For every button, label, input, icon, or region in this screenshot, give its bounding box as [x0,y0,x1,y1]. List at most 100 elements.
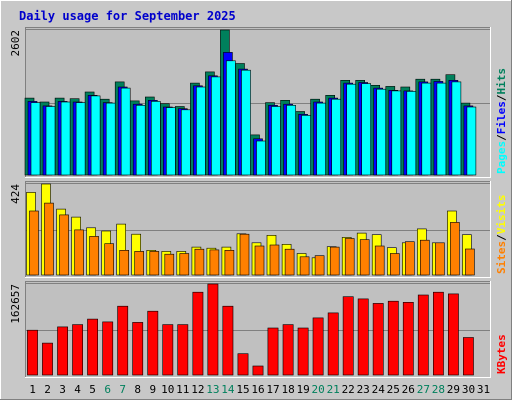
x-tick-day-16: 16 [251,383,264,396]
bar-pages-day-9 [151,101,161,176]
panel-kbytes-legend-text: KBytes [495,334,508,374]
panel-requests-ymax-label: 2602 [9,30,22,57]
bar-sites-day-3 [59,214,69,276]
bar-sites-day-18 [284,248,295,276]
bar-sites-day-30 [465,248,475,276]
panel-requests-legend-text: Pages/Files/Hits [495,68,508,174]
bar-pages-day-23 [361,83,372,176]
bar-pages-day-1 [30,102,41,176]
bar-pages-day-10 [166,107,176,176]
bar-pages-day-24 [376,88,387,176]
x-tick-day-30: 30 [462,383,475,396]
panel-visitors-ymax-label: 424 [9,184,22,204]
bar-kbytes-day-29 [447,293,459,376]
bar-pages-day-28 [436,82,447,176]
bar-kbytes-day-4 [72,324,83,376]
bar-kbytes-day-9 [147,310,159,376]
bar-kbytes-day-23 [357,298,369,376]
x-tick-day-6: 6 [104,383,111,396]
panel-kbytes-legend: KBytes [495,334,508,374]
panel-kbytes: 162657 KBytes [9,281,508,378]
chart-panels: 2602 Pages/Files/Hits 424 Sites/Visits 16265… [9,27,508,378]
bar-kbytes-day-7 [117,305,129,376]
x-axis-day-labels: 1 2 3 4 5 6 7 8 9 10 11 12 13 14 15 16 17 18 19 20 21 22 23 24 2… [29,383,490,396]
x-tick-day-17: 17 [266,383,279,396]
bar-kbytes-day-15 [237,353,249,376]
legend-hits: Hits [495,68,508,95]
x-tick-day-9: 9 [149,383,156,396]
bar-kbytes-day-28 [432,291,444,376]
bar-sites-day-4 [74,229,84,276]
bar-sites-day-11 [179,253,190,276]
bar-kbytes-day-25 [387,300,399,376]
x-tick-day-29: 29 [447,383,460,396]
x-tick-day-20: 20 [311,383,324,396]
bar-sites-day-26 [404,241,415,276]
legend-separator: / [495,234,508,241]
bar-kbytes-day-26 [402,301,414,376]
legend-separator: / [495,134,508,141]
bar-kbytes-day-14 [222,305,234,376]
bar-kbytes-day-22 [342,296,354,376]
bar-pages-day-3 [60,101,71,176]
bar-pages-day-16 [256,140,266,176]
bar-sites-day-27 [419,239,430,276]
x-tick-day-3: 3 [59,383,66,396]
bar-kbytes-day-30 [462,337,474,376]
bar-sites-day-17 [269,244,280,276]
x-tick-day-10: 10 [161,383,174,396]
x-tick-day-1: 1 [29,383,36,396]
legend-separator: / [495,94,508,101]
bar-sites-day-1 [29,210,39,276]
legend-visits: Visits [495,195,508,235]
bar-sites-day-22 [344,238,355,276]
bar-kbytes-day-11 [177,324,189,376]
bar-kbytes-day-18 [282,324,294,376]
chart-title: Daily usage for September 2025 [19,9,236,23]
bar-sites-day-9 [149,251,160,276]
bar-pages-day-6 [105,102,116,176]
bar-sites-day-13 [209,249,220,276]
x-tick-day-4: 4 [74,383,81,396]
x-tick-day-12: 12 [191,383,204,396]
panel-visitors-legend-text: Sites/Visits [495,195,508,275]
panel-visitors-bars [26,183,475,276]
x-tick-day-21: 21 [327,383,340,396]
x-tick-day-15: 15 [236,383,249,396]
x-tick-day-22: 22 [342,383,355,396]
bar-sites-day-14 [224,250,235,276]
panel-requests: 2602 Pages/Files/Hits [9,27,508,178]
x-tick-day-18: 18 [281,383,294,396]
bar-pages-day-11 [181,109,191,176]
bar-sites-day-7 [119,250,129,276]
legend-kbytes: KBytes [495,334,508,374]
bar-pages-day-30 [466,106,477,176]
bar-sites-day-6 [104,243,114,276]
legend-pages: Pages [495,141,508,174]
bar-sites-day-12 [194,248,205,276]
x-tick-day-26: 26 [402,383,415,396]
panel-requests-legend: Pages/Files/Hits [495,68,508,174]
bar-pages-day-5 [90,95,101,176]
bar-sites-day-28 [435,242,445,276]
bar-kbytes-day-19 [297,327,309,376]
bar-pages-day-7 [120,87,131,176]
bar-kbytes-day-1 [27,329,38,376]
x-tick-day-28: 28 [432,383,445,396]
bar-sites-day-21 [329,246,340,276]
x-tick-day-24: 24 [372,383,386,396]
bar-pages-day-27 [421,82,432,176]
bar-pages-day-20 [316,102,326,176]
x-tick-day-23: 23 [357,383,370,396]
panel-kbytes-bars [27,283,474,376]
bar-kbytes-day-3 [57,326,68,376]
bar-kbytes-day-24 [372,303,384,376]
bar-pages-day-14 [226,60,236,176]
bar-pages-day-8 [135,105,146,176]
bar-kbytes-day-21 [327,312,339,376]
bar-kbytes-day-2 [42,342,53,376]
x-tick-day-25: 25 [387,383,400,396]
bar-sites-day-23 [359,239,370,276]
bar-pages-day-19 [301,115,311,176]
